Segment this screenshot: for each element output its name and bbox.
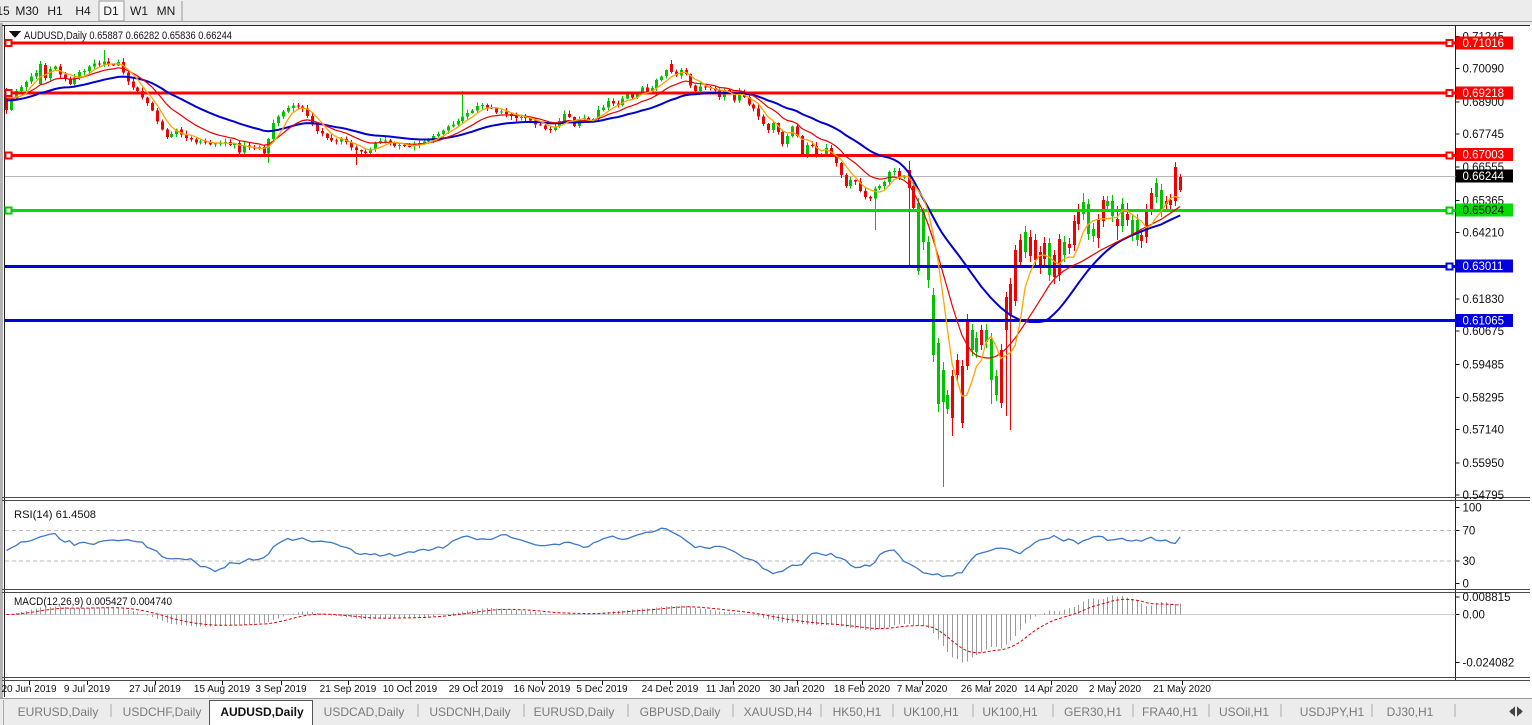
svg-text:0.54795: 0.54795 (1463, 490, 1505, 502)
svg-text:24 Dec 2019: 24 Dec 2019 (642, 684, 699, 695)
svg-text:0.66244: 0.66244 (1463, 171, 1505, 183)
svg-text:11 Jan 2020: 11 Jan 2020 (706, 684, 761, 695)
svg-text:H1: H1 (47, 4, 63, 18)
svg-text:UK100,H1: UK100,H1 (903, 705, 959, 719)
svg-text:3 Sep 2019: 3 Sep 2019 (255, 684, 307, 695)
svg-text:GER30,H1: GER30,H1 (1064, 705, 1122, 719)
svg-text:EURUSD,Daily: EURUSD,Daily (18, 705, 99, 719)
svg-text:EURUSD,Daily: EURUSD,Daily (534, 705, 615, 719)
svg-text:7 Mar 2020: 7 Mar 2020 (897, 684, 948, 695)
svg-text:100: 100 (1463, 503, 1482, 515)
svg-text:9 Jul 2019: 9 Jul 2019 (64, 684, 111, 695)
svg-text:0.71016: 0.71016 (1463, 38, 1505, 50)
svg-text:USDCAD,Daily: USDCAD,Daily (324, 705, 405, 719)
svg-text:RSI(14) 61.4508: RSI(14) 61.4508 (14, 509, 96, 521)
svg-text:MN: MN (157, 4, 176, 18)
svg-text:GBPUSD,Daily: GBPUSD,Daily (640, 705, 721, 719)
svg-text:70: 70 (1463, 525, 1476, 537)
svg-text:M30: M30 (15, 4, 39, 18)
svg-text:30 Jan 2020: 30 Jan 2020 (769, 684, 824, 695)
svg-text:30: 30 (1463, 556, 1476, 568)
svg-text:2 May 2020: 2 May 2020 (1089, 684, 1142, 695)
svg-text:UK100,H1: UK100,H1 (982, 705, 1038, 719)
svg-text:21 May 2020: 21 May 2020 (1153, 684, 1211, 695)
svg-text:USDJPY,H1: USDJPY,H1 (1300, 705, 1365, 719)
svg-text:USOil,H1: USOil,H1 (1219, 705, 1269, 719)
svg-text:0: 0 (1463, 579, 1469, 591)
svg-text:-0.024082: -0.024082 (1463, 658, 1515, 670)
svg-text:XAUUSD,H4: XAUUSD,H4 (744, 705, 813, 719)
svg-text:D1: D1 (103, 4, 119, 18)
svg-text:10 Oct 2019: 10 Oct 2019 (383, 684, 438, 695)
svg-text:0.58295: 0.58295 (1463, 393, 1505, 405)
svg-text:0.67003: 0.67003 (1463, 150, 1505, 162)
svg-text:0.59485: 0.59485 (1463, 359, 1505, 371)
svg-text:14 Apr 2020: 14 Apr 2020 (1024, 684, 1078, 695)
svg-text:0.00: 0.00 (1463, 610, 1485, 622)
svg-text:FRA40,H1: FRA40,H1 (1142, 705, 1198, 719)
svg-text:0.008815: 0.008815 (1463, 592, 1511, 604)
svg-text:USDCNH,Daily: USDCNH,Daily (429, 705, 510, 719)
svg-text:AUDUSD,Daily 0.65887 0.66282 0: AUDUSD,Daily 0.65887 0.66282 0.65836 0.6… (24, 30, 232, 42)
svg-text:0.55950: 0.55950 (1463, 458, 1505, 470)
svg-text:0.61065: 0.61065 (1463, 315, 1505, 327)
svg-text:15: 15 (0, 4, 10, 18)
svg-text:0.68900: 0.68900 (1463, 97, 1505, 109)
svg-text:W1: W1 (130, 4, 148, 18)
svg-text:26 Mar 2020: 26 Mar 2020 (961, 684, 1018, 695)
svg-text:0.60675: 0.60675 (1463, 326, 1505, 338)
svg-text:0.65024: 0.65024 (1463, 205, 1505, 217)
svg-text:0.64210: 0.64210 (1463, 228, 1505, 240)
svg-text:AUDUSD,Daily: AUDUSD,Daily (220, 705, 304, 719)
svg-text:MACD(12,26,9) 0.005427 0.00474: MACD(12,26,9) 0.005427 0.004740 (14, 596, 172, 608)
svg-text:16 Nov 2019: 16 Nov 2019 (514, 684, 571, 695)
svg-text:15 Aug 2019: 15 Aug 2019 (194, 684, 251, 695)
svg-text:0.57140: 0.57140 (1463, 425, 1505, 437)
svg-text:0.70090: 0.70090 (1463, 64, 1505, 76)
svg-text:0.69218: 0.69218 (1463, 88, 1505, 100)
svg-text:27 Jul 2019: 27 Jul 2019 (129, 684, 181, 695)
svg-text:0.61830: 0.61830 (1463, 294, 1505, 306)
svg-text:29 Oct 2019: 29 Oct 2019 (449, 684, 504, 695)
svg-text:DJ30,H1: DJ30,H1 (1387, 705, 1434, 719)
svg-text:21 Sep 2019: 21 Sep 2019 (320, 684, 377, 695)
svg-text:0.67745: 0.67745 (1463, 129, 1505, 141)
svg-text:20 Jun 2019: 20 Jun 2019 (1, 684, 56, 695)
svg-text:USDCHF,Daily: USDCHF,Daily (123, 705, 202, 719)
svg-text:0.63011: 0.63011 (1463, 261, 1504, 273)
svg-text:5 Dec 2019: 5 Dec 2019 (576, 684, 628, 695)
svg-text:HK50,H1: HK50,H1 (833, 705, 882, 719)
svg-text:18 Feb 2020: 18 Feb 2020 (834, 684, 891, 695)
svg-text:H4: H4 (75, 4, 91, 18)
